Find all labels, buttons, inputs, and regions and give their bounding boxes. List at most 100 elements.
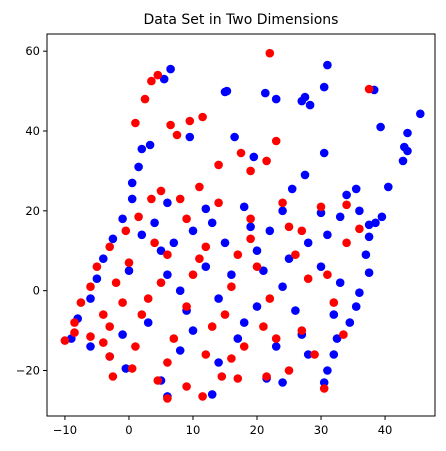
data-point bbox=[220, 87, 230, 97]
data-point bbox=[278, 282, 287, 292]
data-point bbox=[147, 76, 156, 86]
data-point bbox=[351, 184, 361, 194]
data-point bbox=[220, 310, 230, 319]
data-point bbox=[335, 278, 345, 288]
data-point bbox=[143, 318, 153, 327]
x-tick-label: 30 bbox=[314, 423, 329, 437]
data-point bbox=[297, 226, 307, 236]
data-point bbox=[76, 298, 86, 307]
data-point bbox=[143, 294, 153, 303]
data-point bbox=[319, 82, 329, 92]
data-point bbox=[99, 254, 108, 263]
data-point bbox=[300, 170, 310, 180]
data-point bbox=[175, 286, 185, 296]
data-point bbox=[214, 160, 223, 170]
data-point bbox=[147, 194, 156, 204]
data-point bbox=[185, 116, 195, 126]
data-point bbox=[195, 182, 204, 192]
data-point bbox=[118, 298, 127, 307]
data-point bbox=[108, 234, 118, 244]
data-point bbox=[323, 230, 332, 240]
data-point bbox=[319, 148, 329, 158]
data-point bbox=[297, 96, 307, 106]
data-point bbox=[236, 148, 246, 158]
data-point bbox=[355, 288, 364, 298]
data-point bbox=[153, 70, 163, 80]
data-point bbox=[198, 392, 207, 401]
data-point bbox=[271, 334, 281, 343]
data-point bbox=[230, 132, 239, 142]
data-point bbox=[185, 132, 195, 142]
data-point bbox=[201, 262, 211, 272]
data-point bbox=[150, 238, 159, 248]
data-point bbox=[335, 212, 345, 222]
data-point bbox=[384, 182, 393, 192]
data-point bbox=[137, 310, 147, 319]
data-point bbox=[124, 266, 134, 276]
x-tick-label: 10 bbox=[186, 423, 201, 437]
data-point bbox=[316, 202, 326, 212]
data-point bbox=[175, 346, 185, 355]
data-point bbox=[323, 366, 332, 375]
data-point bbox=[207, 218, 217, 228]
data-point bbox=[214, 198, 223, 208]
data-point bbox=[319, 384, 329, 393]
data-point bbox=[70, 318, 79, 327]
data-point bbox=[134, 212, 143, 222]
data-point bbox=[99, 338, 108, 347]
y-tick-label: 0 bbox=[33, 284, 40, 298]
data-point bbox=[201, 204, 211, 214]
data-point bbox=[252, 246, 262, 255]
x-tick-label: −10 bbox=[53, 423, 77, 437]
data-point bbox=[265, 226, 275, 236]
data-point bbox=[287, 184, 297, 194]
data-point bbox=[163, 394, 172, 403]
data-point bbox=[246, 166, 255, 176]
data-point bbox=[361, 250, 371, 259]
data-point bbox=[239, 318, 249, 327]
data-point bbox=[156, 246, 166, 255]
data-point bbox=[278, 206, 287, 216]
data-point bbox=[134, 162, 143, 172]
data-point bbox=[188, 226, 198, 236]
data-point bbox=[86, 342, 95, 351]
data-point bbox=[259, 266, 268, 276]
data-point bbox=[163, 270, 172, 280]
data-point bbox=[207, 390, 217, 399]
x-tick-label: 0 bbox=[125, 423, 132, 437]
data-point bbox=[316, 208, 326, 218]
data-point bbox=[108, 372, 118, 381]
x-axis-ticks: −10 0 10 20 30 40 bbox=[53, 416, 392, 437]
data-point bbox=[233, 334, 243, 343]
data-point bbox=[291, 250, 300, 259]
data-point bbox=[169, 334, 179, 343]
data-point bbox=[284, 254, 294, 263]
data-point bbox=[111, 278, 121, 288]
data-point bbox=[265, 294, 275, 303]
data-point bbox=[127, 194, 137, 204]
data-point bbox=[227, 270, 236, 280]
data-point bbox=[342, 200, 351, 210]
data-point bbox=[303, 350, 313, 359]
data-point bbox=[261, 88, 270, 98]
data-point bbox=[86, 282, 95, 292]
data-point bbox=[364, 220, 374, 230]
data-point bbox=[329, 310, 339, 319]
plot-frame bbox=[46, 33, 436, 417]
data-point bbox=[284, 222, 294, 232]
y-tick-label: 40 bbox=[25, 124, 40, 138]
data-point bbox=[305, 100, 315, 110]
data-point bbox=[105, 322, 114, 331]
data-point bbox=[233, 374, 243, 383]
data-point bbox=[246, 214, 255, 224]
data-point bbox=[137, 230, 147, 240]
data-point bbox=[118, 330, 127, 339]
data-point bbox=[137, 144, 147, 154]
data-point bbox=[310, 350, 319, 359]
data-point bbox=[86, 332, 95, 341]
data-point bbox=[188, 326, 198, 335]
data-point bbox=[278, 378, 287, 387]
data-point bbox=[316, 262, 326, 272]
data-point bbox=[175, 194, 185, 204]
